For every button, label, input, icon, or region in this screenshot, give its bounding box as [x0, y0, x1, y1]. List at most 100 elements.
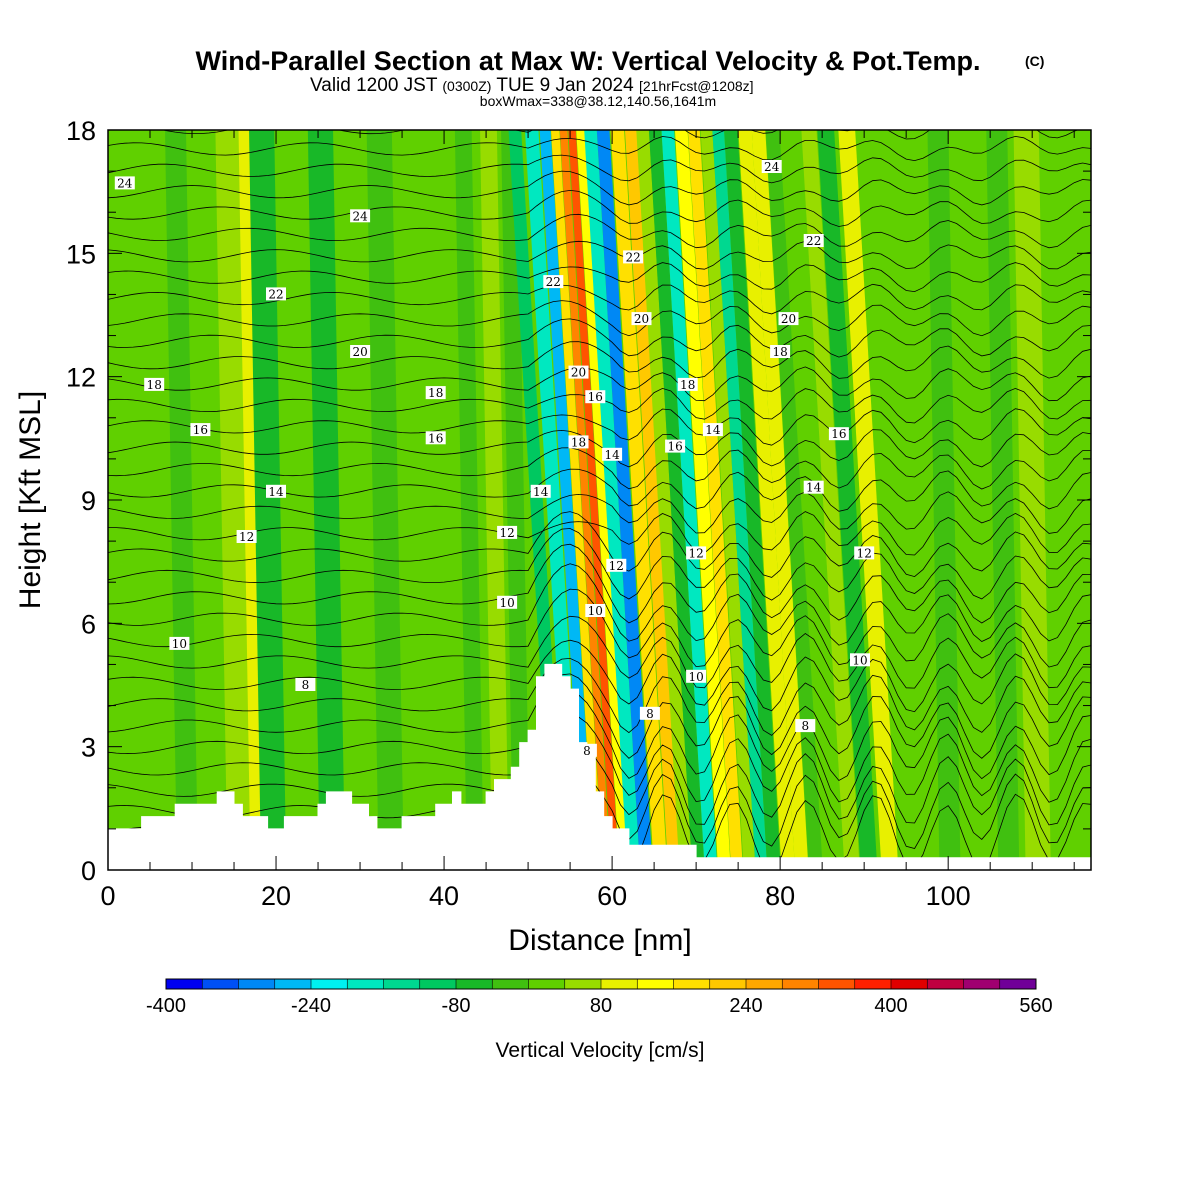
contour-label: 12 [854, 546, 875, 560]
colorbar-swatch [891, 979, 928, 989]
colorbar-swatch [637, 979, 674, 989]
velocity-band [700, 130, 756, 870]
colorbar-tick-label: -400 [146, 995, 186, 1017]
theta-contour [108, 135, 1091, 162]
x-tick-label: 40 [429, 881, 459, 911]
colorbar-swatch [709, 979, 747, 989]
theta-contour [108, 543, 1091, 624]
contour-label: 24 [350, 209, 371, 223]
theta-contour [108, 341, 1091, 379]
valid-utc: (0300Z) [442, 78, 491, 94]
colorbar-swatch [528, 979, 566, 989]
y-axis-label: Height [Kft MSL] [14, 391, 47, 609]
contour-label: 8 [795, 719, 816, 733]
svg-text:10: 10 [172, 637, 187, 651]
svg-text:12: 12 [609, 559, 624, 573]
contour-label: 14 [530, 484, 551, 499]
copyright-tag: (C) [1025, 53, 1044, 69]
contour-label: 12 [236, 530, 257, 544]
colorbar-swatch [927, 979, 964, 989]
velocity-band [648, 130, 705, 870]
colorbar-swatch [564, 979, 602, 989]
svg-text:22: 22 [625, 250, 640, 264]
contour-label: 8 [576, 743, 597, 758]
velocity-band [986, 130, 1020, 870]
x-tick-label: 20 [261, 881, 291, 911]
y-tick-label: 0 [81, 856, 96, 886]
velocity-band [148, 130, 178, 870]
theta-contour [161, 130, 1079, 140]
colorbar-tick-label: 400 [874, 995, 907, 1017]
colorbar-tick-label: -80 [442, 995, 471, 1017]
colorbar-swatch [419, 979, 457, 989]
contour-label: 10 [850, 653, 870, 667]
svg-text:12: 12 [688, 546, 703, 560]
x-tick-label: 0 [100, 881, 115, 911]
svg-text:8: 8 [801, 719, 809, 733]
chart-title: Wind-Parallel Section at Max W: Vertical… [196, 46, 981, 76]
colorbar-tick-label: 240 [729, 995, 762, 1017]
x-tick-label: 80 [765, 881, 795, 911]
colorbar-swatch [818, 979, 856, 989]
colorbar-swatch [238, 979, 276, 989]
contour-label: 22 [266, 287, 286, 301]
svg-text:8: 8 [583, 744, 591, 758]
svg-text:22: 22 [268, 287, 283, 301]
svg-text:16: 16 [193, 423, 208, 437]
colorbar-swatch [274, 979, 312, 989]
contour-label: 24 [761, 160, 782, 174]
y-tick-label: 3 [81, 733, 96, 763]
theta-contour [108, 657, 1091, 736]
svg-text:10: 10 [588, 604, 603, 618]
contour-label: 16 [190, 423, 211, 437]
valid-prefix: Valid 1200 JST [310, 75, 438, 96]
velocity-band [661, 130, 718, 870]
svg-text:16: 16 [428, 431, 443, 445]
x-tick-label: 100 [926, 881, 971, 911]
theta-contour [108, 715, 1091, 803]
svg-text:14: 14 [533, 485, 549, 499]
theta-contour [108, 283, 1091, 315]
theta-contour [108, 262, 1091, 293]
plot-area: 24 24 24 22 22 22 22 20 20 20 20 18 18 18 18 18 16 16 16 16… [108, 130, 1091, 870]
velocity-band [454, 130, 484, 870]
svg-text:24: 24 [352, 209, 368, 223]
velocity-band [396, 130, 425, 870]
theta-contour [108, 767, 1091, 849]
contour-label: 14 [266, 484, 286, 499]
velocity-band [674, 130, 731, 870]
contour-label: 8 [639, 706, 660, 721]
svg-text:14: 14 [268, 485, 284, 499]
valid-date: TUE 9 Jan 2024 [496, 75, 634, 96]
contour-label: 12 [606, 558, 627, 573]
velocity-band [610, 130, 668, 870]
theta-contour [108, 408, 1091, 446]
y-tick-label: 18 [66, 116, 96, 146]
svg-text:12: 12 [239, 530, 254, 544]
velocity-band [501, 130, 530, 870]
svg-text:22: 22 [546, 275, 561, 289]
contour-label: 10 [585, 604, 606, 618]
velocity-band [817, 130, 878, 870]
axes: 0 20 40 60 80 100 0 3 6 9 12 15 18 [66, 116, 1091, 911]
colorbar-tick-label: 560 [1019, 995, 1052, 1017]
svg-text:10: 10 [852, 653, 867, 667]
contour-label: 16 [585, 390, 606, 404]
contour-label: 20 [350, 345, 371, 359]
x-axis-label: Distance [nm] [508, 924, 691, 957]
theta-contour [108, 673, 1091, 759]
velocity-band [307, 130, 346, 870]
contour-label: 10 [497, 595, 518, 610]
svg-text:16: 16 [667, 440, 682, 454]
svg-text:14: 14 [604, 448, 620, 462]
contour-label: 24 [114, 176, 135, 190]
theta-contour [108, 154, 1091, 184]
colorbar-swatch [963, 979, 1001, 989]
svg-text:16: 16 [588, 390, 603, 404]
contour-label: 10 [686, 669, 707, 684]
colorbar-label: Vertical Velocity [cm/s] [496, 1039, 705, 1062]
velocity-band [576, 130, 628, 870]
contour-label: 18 [144, 377, 165, 392]
contour-label: 12 [497, 525, 518, 540]
velocity-band [186, 130, 215, 870]
